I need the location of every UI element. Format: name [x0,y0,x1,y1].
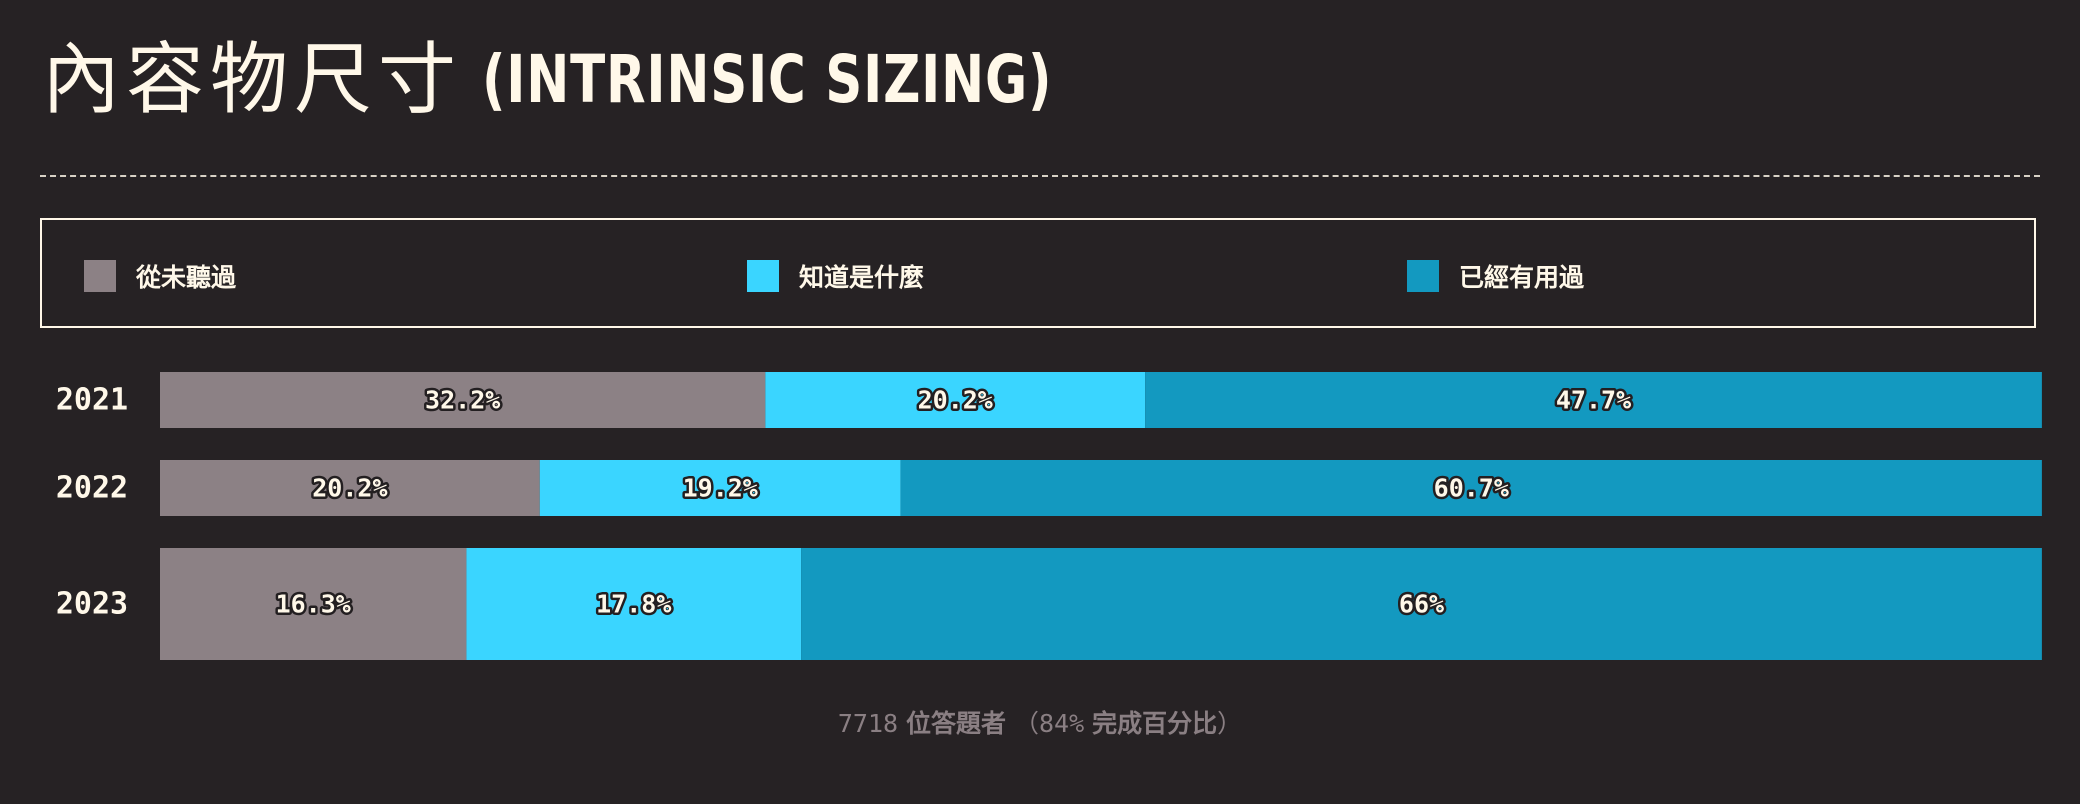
year-label-2022: 2022 [56,471,128,506]
legend-swatch [84,260,116,292]
completion-percent: 84% [1039,709,1085,738]
legend-item-never-heard[interactable]: 從未聽過 [84,260,236,292]
title-divider [40,175,2040,177]
bar-segment-2022-1[interactable] [160,460,540,516]
year-label-2023: 2023 [56,587,128,622]
bar-segment-2023-2[interactable] [466,548,802,660]
legend-swatch [747,260,779,292]
data-label-2022-1: 20.2% [312,474,387,503]
legend: 從未聽過 知道是什麼 已經有用過 [40,218,2036,328]
respondent-summary: 7718 位答題者 （84% 完成百分比） [0,704,2080,740]
bar-segment-2022-2[interactable] [539,460,901,516]
bar-segment-2021-1[interactable] [160,372,766,428]
completion-label: 完成百分比 [1092,709,1218,738]
data-label-2021-2: 20.2% [918,386,993,415]
bar-segment-2023-1[interactable] [160,548,467,660]
legend-label: 知道是什麼 [799,263,925,292]
title-sub: (INTRINSIC SIZING) [482,41,1053,118]
data-label-2021-1: 32.2% [425,386,500,415]
data-label-2023-1: 16.3% [276,590,351,619]
paren-open: （ [1013,709,1039,738]
bar-segment-2023-3[interactable] [801,548,2042,660]
respondent-label: 位答題者 [906,709,1007,738]
data-label-2021-3: 47.7% [1556,386,1631,415]
legend-label: 從未聽過 [136,263,237,292]
data-label-2023-3: 66% [1399,590,1444,619]
chart-title: 內容物尺寸 (INTRINSIC SIZING) [42,30,1213,130]
legend-label: 已經有用過 [1459,263,1585,292]
title-main: 內容物尺寸 [42,35,463,125]
legend-item-have-used[interactable]: 已經有用過 [1407,260,1584,292]
data-label-2022-2: 19.2% [683,474,758,503]
bar-segment-2022-3[interactable] [900,460,2042,516]
bar-segment-2021-3[interactable] [1145,372,2042,428]
respondent-count: 7718 [837,709,899,738]
legend-swatch [1407,260,1439,292]
paren-close: ） [1217,709,1243,738]
data-label-2023-2: 17.8% [596,590,671,619]
year-label-2021: 2021 [56,383,128,418]
legend-item-know-what[interactable]: 知道是什麼 [747,260,924,292]
bar-segment-2021-2[interactable] [765,372,1146,428]
data-label-2022-3: 60.7% [1434,474,1509,503]
